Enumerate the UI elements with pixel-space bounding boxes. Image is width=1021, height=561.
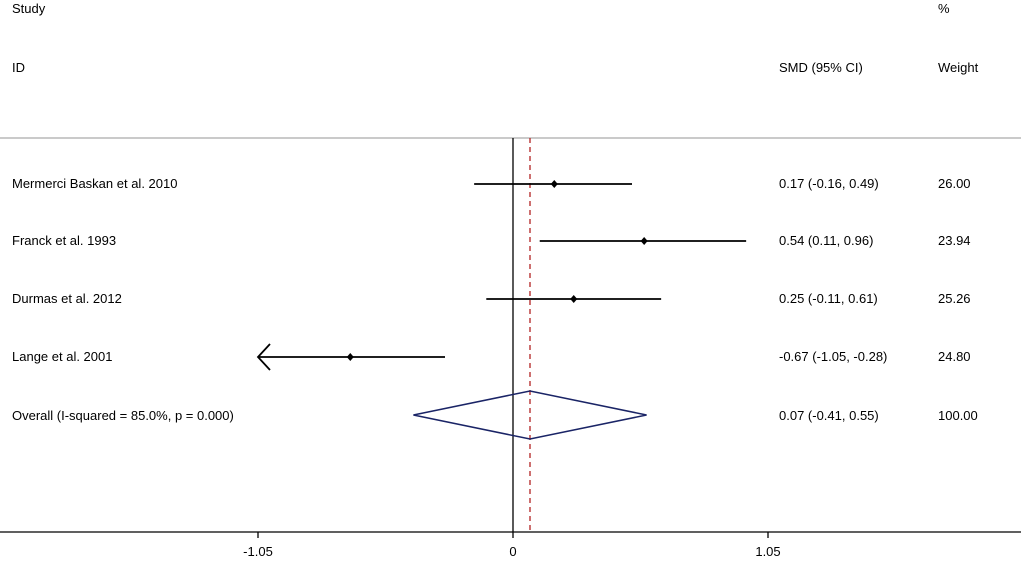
study-ci-text: 0.25 (-0.11, 0.61) <box>779 291 878 306</box>
x-tick-label: 0 <box>509 544 516 559</box>
overall-diamond <box>413 390 647 440</box>
overall-weight: 100.00 <box>938 408 978 423</box>
header-effect: SMD (95% CI) <box>779 60 863 75</box>
header-study: Study <box>12 1 46 16</box>
point-estimate-marker <box>640 237 648 245</box>
x-tick-label: -1.05 <box>243 544 273 559</box>
study-weight: 26.00 <box>938 176 971 191</box>
point-estimate-marker <box>570 295 578 303</box>
study-row: Durmas et al. 2012 0.25 (-0.11, 0.61) 25.2… <box>12 291 971 306</box>
study-weight: 24.80 <box>938 349 971 364</box>
overall-row: Overall (I-squared = 85.0%, p = 0.000) 0… <box>12 390 978 440</box>
header-id: ID <box>12 60 25 75</box>
overall-label: Overall (I-squared = 85.0%, p = 0.000) <box>12 408 234 423</box>
study-weight: 25.26 <box>938 291 971 306</box>
x-tick-label: 1.05 <box>755 544 780 559</box>
study-row: Franck et al. 1993 0.54 (0.11, 0.96) 23.94 <box>12 233 971 248</box>
study-weight: 23.94 <box>938 233 971 248</box>
point-estimate-marker <box>346 353 354 361</box>
overall-ci-text: 0.07 (-0.41, 0.55) <box>779 408 879 423</box>
study-ci-text: -0.67 (-1.05, -0.28) <box>779 349 887 364</box>
study-label: Lange et al. 2001 <box>12 349 112 364</box>
study-row: Mermerci Baskan et al. 2010 0.17 (-0.16, … <box>12 176 971 191</box>
truncation-arrow <box>256 343 271 371</box>
header-weight: Weight <box>938 60 979 75</box>
study-ci-text: 0.54 (0.11, 0.96) <box>779 233 873 248</box>
study-label: Durmas et al. 2012 <box>12 291 122 306</box>
study-label: Mermerci Baskan et al. 2010 <box>12 176 177 191</box>
study-ci-text: 0.17 (-0.16, 0.49) <box>779 176 879 191</box>
point-estimate-marker <box>550 180 558 188</box>
study-rows: Mermerci Baskan et al. 2010 0.17 (-0.16, … <box>12 176 971 371</box>
header-weight-percent: % <box>938 1 950 16</box>
study-label: Franck et al. 1993 <box>12 233 116 248</box>
x-axis: -1.05 0 1.05 <box>0 531 1021 559</box>
study-row: Lange et al. 2001 -0.67 (-1.05, -0.28) 24.… <box>12 343 971 371</box>
